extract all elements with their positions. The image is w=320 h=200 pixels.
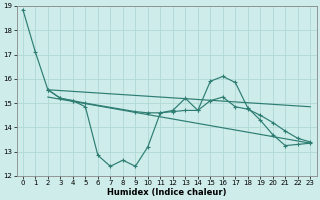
- X-axis label: Humidex (Indice chaleur): Humidex (Indice chaleur): [107, 188, 226, 197]
